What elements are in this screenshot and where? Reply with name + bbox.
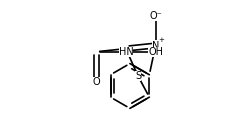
Text: HN: HN xyxy=(119,47,133,57)
Text: +: + xyxy=(158,37,164,43)
Text: O: O xyxy=(92,77,100,87)
Text: O⁻: O⁻ xyxy=(149,11,162,21)
Text: S: S xyxy=(135,71,141,81)
Text: OH: OH xyxy=(148,47,163,57)
Text: N: N xyxy=(152,41,159,50)
